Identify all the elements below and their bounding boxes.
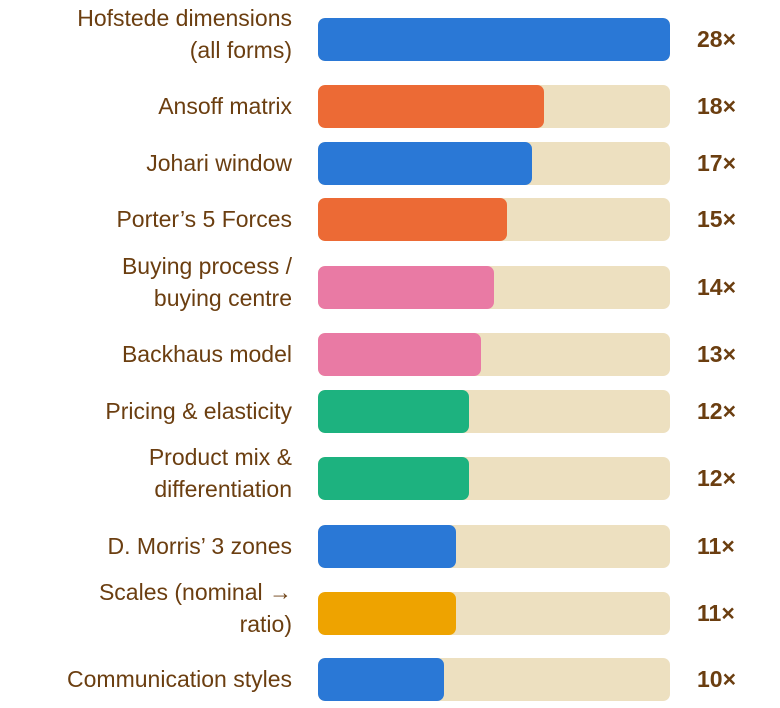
category-label: Product mix & differentiation [148,444,292,502]
bar [318,266,494,309]
category-label: Pricing & elasticity [105,398,292,424]
bar-row: Porter’s 5 Forces 15× [0,198,780,241]
bar [318,333,481,376]
category-label: Communication styles [67,666,292,692]
bar [318,592,456,635]
category-label: D. Morris’ 3 zones [107,533,292,559]
bar-row: Buying process / buying centre 14× [0,253,780,311]
category-label: Hofstede dimensions (all forms) [77,5,292,63]
bar [318,457,469,500]
value-label: 12× [697,465,737,491]
bar-track [318,198,670,241]
value-label: 28× [697,26,737,52]
bar [318,525,456,568]
category-label: Ansoff matrix [158,93,292,119]
bar-track [318,457,670,500]
bar-track [318,333,670,376]
value-label: 14× [697,274,737,300]
value-label: 11× [697,533,735,559]
bar-row: Ansoff matrix 18× [0,85,780,128]
category-label: Backhaus model [121,341,292,367]
bar [318,198,507,241]
value-label: 13× [697,341,737,367]
bar-row: Scales (nominal → ratio) 11× [0,579,780,637]
bar-track [318,525,670,568]
value-label: 17× [697,150,737,176]
value-label: 18× [697,93,737,119]
category-label: Buying process / buying centre [121,253,292,311]
bar-track [318,592,670,635]
bar-row: Hofstede dimensions (all forms) 28× [0,5,780,63]
bar-row: Communication styles 10× [0,658,780,701]
bar-row: Product mix & differentiation 12× [0,444,780,502]
value-label: 10× [697,666,737,692]
category-label: Johari window [146,150,292,176]
value-label: 12× [697,398,737,424]
bar [318,18,670,61]
bar-row: Pricing & elasticity 12× [0,390,780,433]
bar-track [318,85,670,128]
bar-row: Backhaus model 13× [0,333,780,376]
bar-track [318,658,670,701]
category-label: Scales (nominal → ratio) [98,579,292,637]
bar-row: D. Morris’ 3 zones 11× [0,525,780,568]
bar [318,85,544,128]
bar-track [318,390,670,433]
bar-track [318,18,670,61]
value-label: 11× [697,600,735,626]
bar [318,658,444,701]
value-label: 15× [697,206,737,232]
bar [318,142,532,185]
category-label: Porter’s 5 Forces [116,206,292,232]
bar-row: Johari window 17× [0,142,780,185]
bar [318,390,469,433]
bar-track [318,266,670,309]
bar-track [318,142,670,185]
